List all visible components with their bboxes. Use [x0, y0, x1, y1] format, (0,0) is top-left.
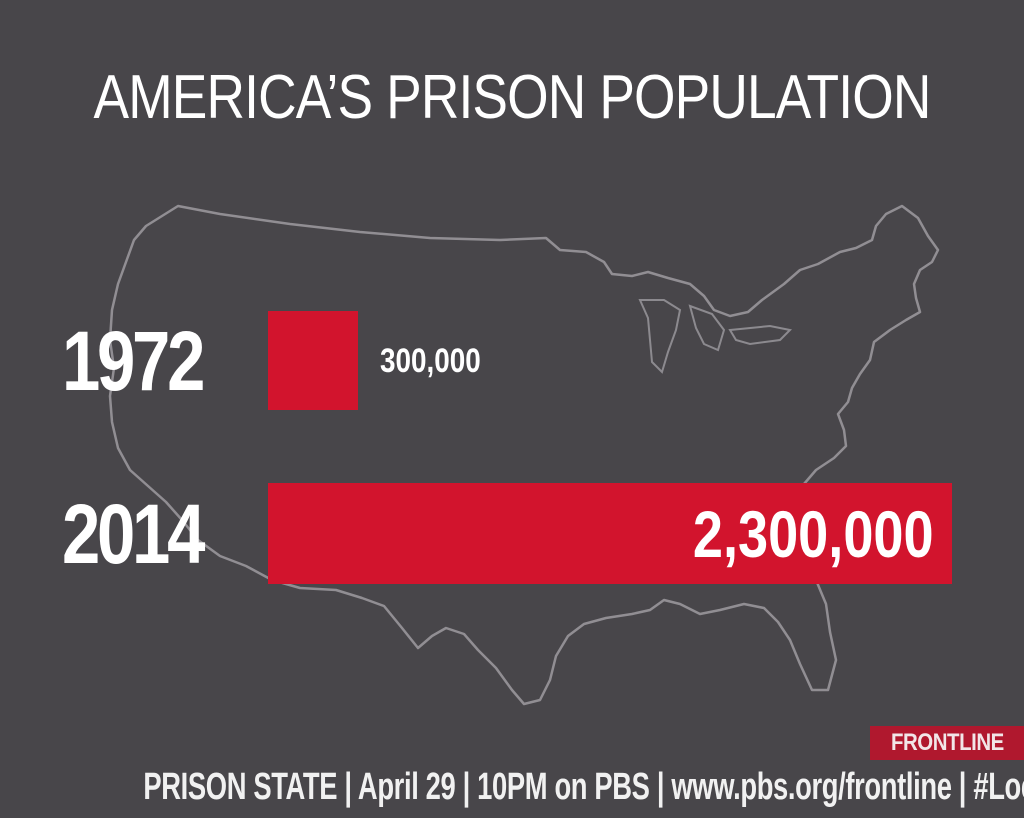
great-lakes-outline [638, 299, 793, 374]
chart-title: AMERICA’S PRISON POPULATION [93, 63, 932, 132]
bar-2014 [268, 483, 952, 584]
frontline-logo: FRONTLINE [870, 726, 1024, 760]
value-label-1972: 300,000 [380, 341, 481, 380]
category-label-2014: 2014 [62, 486, 205, 581]
frontline-logo-text: FRONTLINE [890, 729, 1004, 756]
footer-credits: PRISON STATE | April 29 | 10PM on PBS | … [143, 766, 1024, 808]
bar-1972 [268, 311, 358, 410]
category-label-1972: 1972 [62, 313, 205, 408]
value-label-2014: 2,300,000 [693, 496, 934, 571]
usa-map-outline [108, 204, 940, 706]
